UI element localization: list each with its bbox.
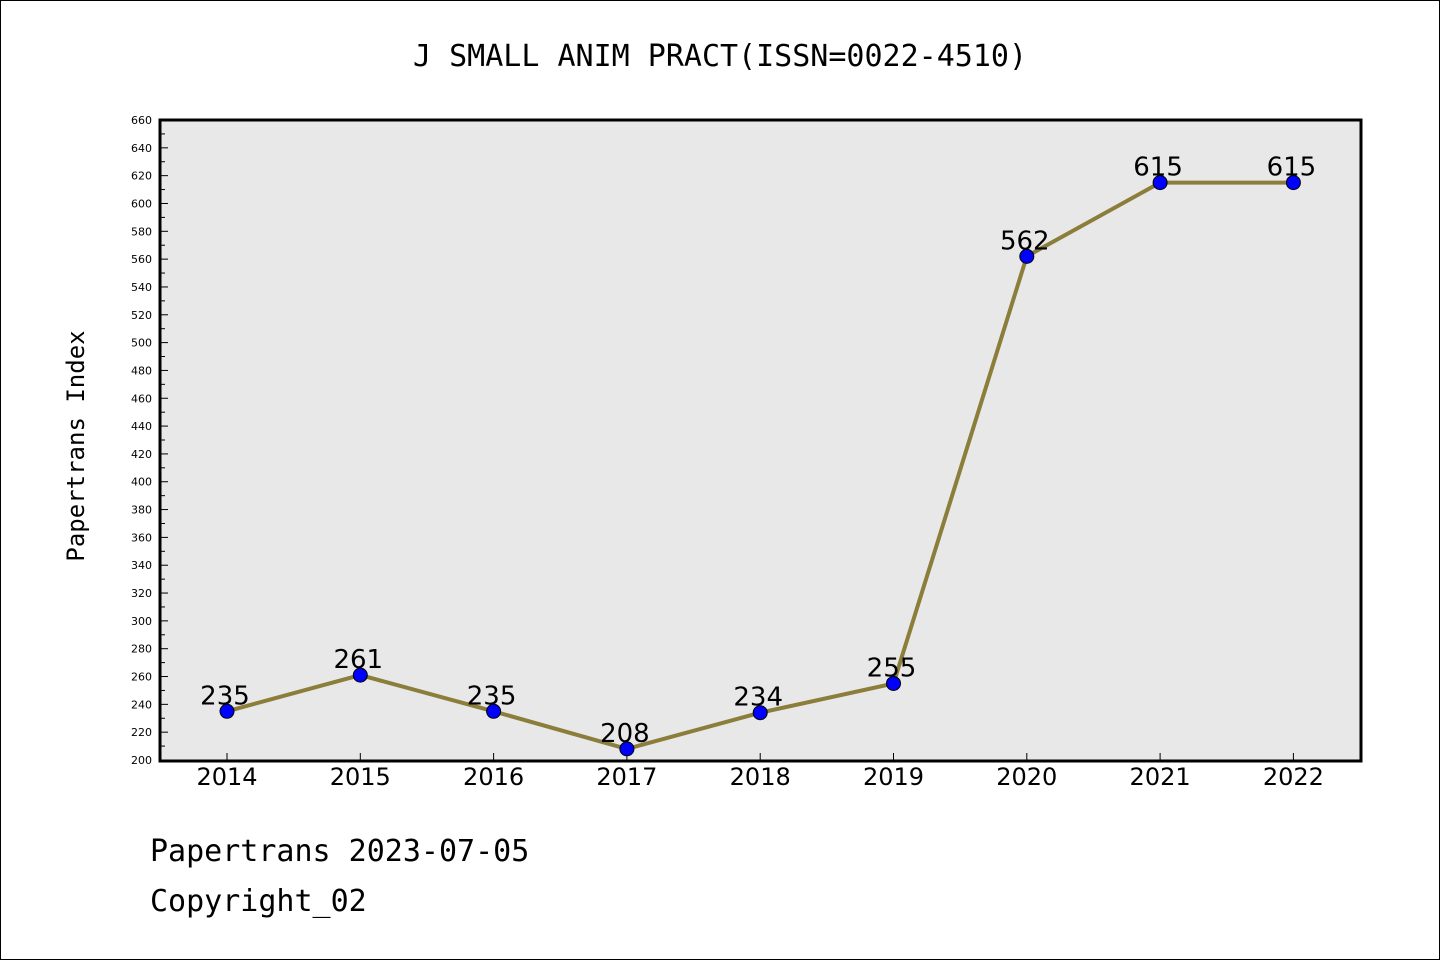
y-tick-label: 340 [131,559,152,572]
y-tick-label: 220 [131,726,152,739]
x-tick-label: 2015 [330,763,391,791]
chart-title: J SMALL ANIM PRACT(ISSN=0022-4510) [413,39,1027,74]
data-labels: 235 261 235 208 234 255 562 615 615 [200,153,1316,749]
y-tick-label: 420 [131,448,152,461]
y-tick-label: 360 [131,531,152,544]
data-label: 235 [467,681,517,711]
y-axis: 200 220 240 260 280 300 320 340 360 380 400 420 440 4… [131,114,168,767]
plot-area [158,118,1363,763]
y-tick-label: 380 [131,504,152,517]
x-tick-label: 2021 [1130,763,1191,791]
y-tick-label: 640 [131,142,152,155]
y-tick-label: 280 [131,643,152,656]
data-point [1285,175,1301,191]
y-tick-label: 560 [131,253,152,266]
data-point [1152,175,1168,191]
x-axis: 2014 2015 2016 2017 2018 2019 2020 2021 2022 [196,753,1324,791]
y-tick-label: 600 [131,197,152,210]
y-tick-label: 660 [131,114,152,127]
series-layer [219,175,1301,757]
footer-copyright: Copyright_02 [150,884,367,919]
y-tick-label: 440 [131,420,152,433]
x-tick-label: 2017 [596,763,657,791]
x-tick-label: 2018 [730,763,791,791]
data-point [1019,248,1035,264]
x-tick-label: 2020 [996,763,1057,791]
data-label: 235 [200,681,250,711]
x-tick-label: 2014 [196,763,257,791]
y-tick-label: 460 [131,392,152,405]
x-tick-label: 2016 [463,763,524,791]
y-tick-label: 520 [131,309,152,322]
y-axis-label: Papertrans Index [62,330,90,561]
x-tick-label: 2022 [1263,763,1324,791]
data-label: 208 [600,719,650,749]
data-label: 562 [1000,226,1050,256]
y-tick-label: 480 [131,364,152,377]
footer-date: Papertrans 2023-07-05 [150,834,530,869]
data-point [752,705,768,721]
data-label: 255 [867,653,917,683]
data-label: 615 [1267,153,1317,183]
y-tick-label: 240 [131,698,152,711]
data-point [619,741,635,757]
y-tick-label: 620 [131,170,152,183]
y-tick-label: 300 [131,615,152,628]
y-tick-label: 540 [131,281,152,294]
y-tick-label: 400 [131,476,152,489]
y-tick-label: 320 [131,587,152,600]
data-label: 234 [733,683,783,713]
data-label: 261 [333,645,383,675]
x-tick-label: 2019 [863,763,924,791]
y-tick-label: 580 [131,225,152,238]
data-point [886,675,901,691]
data-label: 615 [1133,153,1183,183]
y-tick-label: 500 [131,337,152,350]
y-tick-label: 200 [131,754,152,767]
data-point [352,667,368,683]
data-point [486,703,502,719]
data-point [219,703,235,719]
y-tick-label: 260 [131,671,152,684]
